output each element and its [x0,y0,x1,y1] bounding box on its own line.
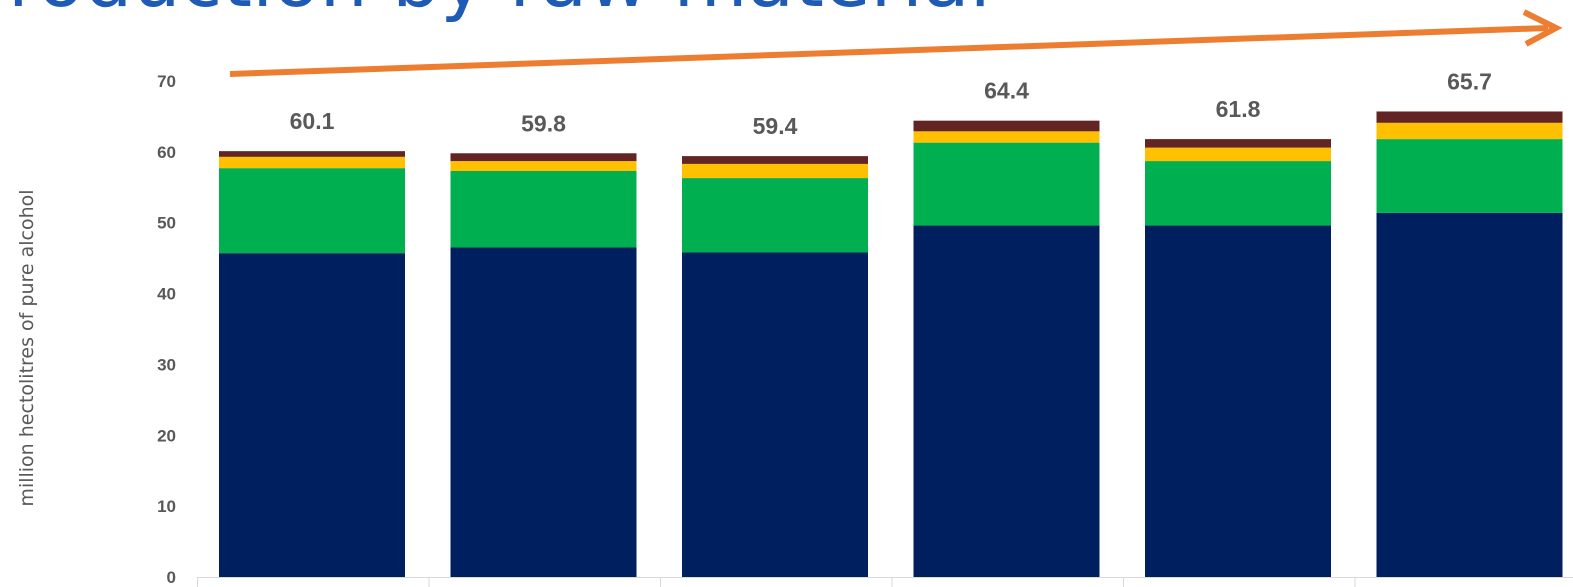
trend-arrow [229,9,1563,77]
bar-segment [1145,139,1331,148]
y-tick-label: 70 [157,72,176,91]
chart-title: roduction by raw material [8,0,991,24]
total-label: 59.4 [753,113,798,139]
bar-segment [682,252,868,577]
y-tick-label: 0 [167,568,176,587]
bar-segment [913,142,1100,226]
bar-segment [1145,147,1331,162]
bar-segment [450,153,637,162]
y-tick-label: 10 [157,497,176,516]
y-axis-ticks: 0 10 20 30 40 50 60 70 [157,72,176,587]
x-axis [197,577,1573,587]
bar-segment [682,178,868,253]
total-label: 64.4 [984,78,1029,104]
y-axis-label: million hectolitres of pure alcohol [16,189,38,506]
total-label: 61.8 [1216,96,1261,122]
bar-segment [219,151,405,157]
y-tick-label: 20 [157,426,176,445]
trend-arrow-line [229,25,1549,77]
bar-segment [913,120,1100,132]
y-tick-label: 60 [157,143,176,162]
bar-segment [219,253,405,577]
y-tick-label: 40 [157,285,176,304]
bar-segment [219,168,405,254]
bar-segment [682,156,868,164]
bar-segment [219,156,405,169]
bar-segment [450,161,637,171]
total-label: 59.8 [521,110,566,136]
bar-segment [1376,139,1563,213]
bar-segment [1376,212,1563,577]
y-tick-label: 50 [157,214,176,233]
total-label: 65.7 [1447,68,1492,94]
bar-segment [1145,161,1331,226]
bar-segment [1376,122,1563,140]
bar-segment [450,170,637,248]
total-labels: 60.1 59.8 59.4 64.4 61.8 65.7 [290,68,1492,139]
bar-segment [1376,111,1563,123]
y-tick-label: 30 [157,355,176,374]
total-label: 60.1 [290,108,335,134]
bar-segment [1145,225,1331,577]
bar-segment [913,225,1100,577]
bars [219,111,1563,577]
bar-segment [913,131,1100,143]
bar-segment [450,247,637,577]
trend-arrow-head [1522,9,1563,47]
bar-segment [682,163,868,179]
